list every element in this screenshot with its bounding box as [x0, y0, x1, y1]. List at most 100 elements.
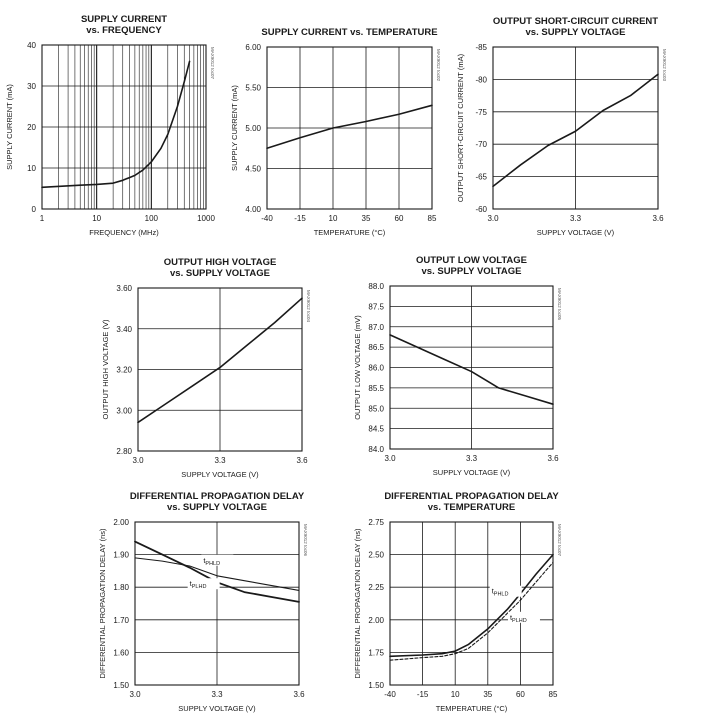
y-tick-label: 0: [32, 205, 37, 214]
x-tick-label: 3.0: [129, 690, 141, 699]
y-tick-label: 40: [27, 41, 36, 50]
y-tick-label: 30: [27, 82, 36, 91]
curve-label-sub: PLHD: [192, 584, 207, 590]
curve-label: tPLHD: [510, 613, 527, 624]
chart-title: OUTPUT LOW VOLTAGE: [416, 255, 527, 266]
chart-c2: SUPPLY CURRENT vs. TEMPERATURE -40 -15 10 35…: [230, 27, 441, 237]
curve-label: tPHLD: [492, 587, 509, 598]
chart-title: DIFFERENTIAL PROPAGATION DELAY: [130, 491, 305, 502]
x-tick-label: 3.6: [296, 456, 308, 465]
plot-frame: [389, 285, 554, 450]
plot-frame: [266, 46, 433, 210]
x-tick-label: 10: [329, 214, 338, 223]
plot-frame: [137, 287, 303, 452]
curve-label-main: t: [492, 587, 495, 596]
x-tick-label: 3.0: [487, 214, 499, 223]
y-tick-label: 87.0: [368, 323, 384, 332]
figure-code: MAX9012 toc05: [557, 288, 562, 321]
x-tick-label: 10: [451, 690, 460, 699]
y-axis-label: DIFFERENTIAL PROPAGATION DELAY (ns): [353, 528, 362, 679]
curve-label-sub: PLHD: [512, 618, 527, 624]
y-tick-label: 3.40: [116, 325, 132, 334]
y-tick-label: 4.00: [245, 205, 261, 214]
chart-title: vs. SUPPLY VOLTAGE: [526, 27, 626, 38]
y-tick-label: 20: [27, 123, 36, 132]
x-axis-label: SUPPLY VOLTAGE (V): [433, 468, 511, 477]
annotation-bg: [201, 554, 234, 566]
curve-label-main: t: [203, 556, 206, 565]
x-tick-label: -40: [261, 214, 273, 223]
y-tick-label: 84.5: [368, 425, 384, 434]
series-line: [389, 334, 554, 405]
x-tick-label: 100: [145, 214, 159, 223]
y-tick-label: -60: [475, 205, 487, 214]
series-line: [389, 553, 554, 658]
x-tick-label: 3.3: [570, 214, 582, 223]
x-tick-label: 60: [516, 690, 525, 699]
y-tick-label: -65: [475, 173, 487, 182]
x-axis-label: SUPPLY VOLTAGE (V): [181, 470, 259, 479]
x-tick-label: 3.3: [211, 690, 223, 699]
chart-title: OUTPUT HIGH VOLTAGE: [164, 257, 277, 268]
figure-code: MAX9012 toc06: [303, 524, 308, 557]
y-tick-label: 2.25: [368, 583, 384, 592]
y-tick-label: 1.70: [113, 616, 129, 625]
x-tick-label: 3.0: [384, 454, 396, 463]
figure-code: MAX9012 toc02: [436, 49, 441, 82]
x-tick-label: 1000: [197, 214, 215, 223]
x-tick-label: 35: [483, 690, 492, 699]
x-tick-label: 85: [428, 214, 437, 223]
y-axis-label: OUTPUT LOW VOLTAGE (mV): [353, 315, 362, 420]
x-tick-label: -40: [384, 690, 396, 699]
series-line: [389, 561, 554, 661]
x-axis-label: SUPPLY VOLTAGE (V): [178, 704, 256, 713]
y-axis-label: OUTPUT HIGH VOLTAGE (V): [101, 319, 110, 420]
chart-title: SUPPLY CURRENT vs. TEMPERATURE: [261, 27, 437, 38]
y-tick-label: 4.50: [245, 165, 261, 174]
plot-frame: [41, 44, 207, 210]
chart-title: vs. SUPPLY VOLTAGE: [422, 266, 522, 277]
x-tick-label: 1: [40, 214, 45, 223]
curve-label-main: t: [510, 613, 513, 622]
x-axis-label: FREQUENCY (MHz): [89, 228, 159, 237]
series-line: [41, 60, 191, 189]
curve-label: tPHLD: [203, 556, 220, 567]
y-tick-label: 6.00: [245, 43, 261, 52]
x-axis-label: TEMPERATURE (°C): [314, 228, 386, 237]
y-tick-label: 1.60: [113, 648, 129, 657]
annotation-bg: [489, 585, 522, 597]
y-tick-label: 85.0: [368, 404, 384, 413]
curve-label-sub: PHLD: [205, 561, 220, 567]
annotation-bg: [507, 611, 540, 623]
figure-code: MAX9012 toc07: [557, 524, 562, 557]
x-tick-label: 60: [395, 214, 404, 223]
figure-code: MAX9012 toc07: [210, 47, 215, 80]
chart-title: OUTPUT SHORT-CIRCUIT CURRENT: [493, 16, 658, 27]
x-tick-label: 10: [92, 214, 101, 223]
y-tick-label: -75: [475, 108, 487, 117]
y-tick-label: 2.00: [113, 518, 129, 527]
y-tick-label: -80: [475, 75, 487, 84]
y-tick-label: 88.0: [368, 282, 384, 291]
y-tick-label: 1.75: [368, 648, 384, 657]
figure-code: MAX9012 toc04: [306, 290, 311, 323]
y-tick-label: 1.50: [368, 681, 384, 690]
x-tick-label: 3.3: [466, 454, 478, 463]
x-tick-label: 3.6: [652, 214, 664, 223]
y-tick-label: -70: [475, 140, 487, 149]
y-tick-label: 2.50: [368, 551, 384, 560]
x-axis-label: TEMPERATURE (°C): [436, 704, 508, 713]
y-tick-label: 2.00: [368, 616, 384, 625]
y-tick-label: 1.50: [113, 681, 129, 690]
chart-title: vs. SUPPLY VOLTAGE: [170, 268, 270, 279]
y-tick-label: 1.90: [113, 551, 129, 560]
y-axis-label: SUPPLY CURRENT (mA): [230, 85, 239, 171]
y-tick-label: 5.00: [245, 124, 261, 133]
series-line: [134, 557, 300, 592]
